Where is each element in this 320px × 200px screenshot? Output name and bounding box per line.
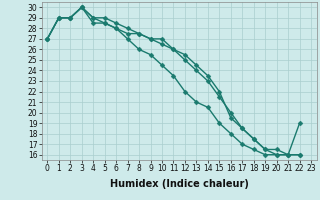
X-axis label: Humidex (Indice chaleur): Humidex (Indice chaleur) bbox=[110, 179, 249, 189]
